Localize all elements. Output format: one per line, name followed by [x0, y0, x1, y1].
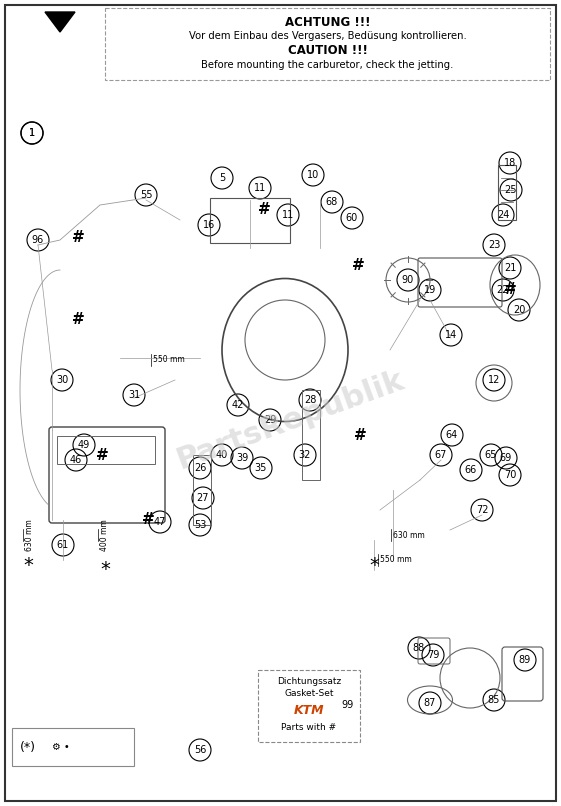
Text: 10: 10	[307, 170, 319, 180]
Text: 12: 12	[488, 375, 500, 385]
Text: #: #	[352, 257, 365, 272]
Text: 32: 32	[299, 450, 311, 460]
Text: 1: 1	[29, 128, 35, 138]
Text: 96: 96	[32, 235, 44, 245]
Text: 21: 21	[504, 263, 516, 273]
Text: 14: 14	[445, 330, 457, 340]
Text: 90: 90	[402, 275, 414, 285]
Text: 56: 56	[194, 745, 206, 755]
Text: 61: 61	[57, 540, 69, 550]
Text: *: *	[23, 555, 33, 575]
Text: #: #	[72, 231, 84, 246]
Bar	[302, 390, 320, 480]
Text: #: #	[141, 513, 154, 527]
Text: #: #	[504, 282, 516, 297]
Text: 85: 85	[488, 695, 500, 705]
Text: 18: 18	[504, 158, 516, 168]
Text: 99: 99	[342, 700, 354, 710]
Text: 40: 40	[216, 450, 228, 460]
Text: 630 mm: 630 mm	[25, 519, 34, 550]
Text: #: #	[353, 427, 366, 442]
Text: 35: 35	[255, 463, 267, 473]
Bar	[210, 198, 290, 243]
Text: Parts with #: Parts with #	[282, 722, 337, 732]
Text: KTM: KTM	[294, 704, 324, 717]
Text: 72: 72	[476, 505, 488, 515]
Text: 88: 88	[413, 643, 425, 653]
Text: 67: 67	[435, 450, 447, 460]
Bar	[57, 436, 155, 464]
Text: 68: 68	[326, 197, 338, 207]
Text: 16: 16	[203, 220, 215, 230]
Text: 65: 65	[485, 450, 497, 460]
Text: CAUTION !!!: CAUTION !!!	[288, 44, 367, 56]
Text: Dichtungssatz: Dichtungssatz	[277, 678, 341, 687]
Text: 69: 69	[500, 453, 512, 463]
Text: 55: 55	[140, 190, 152, 200]
Text: 79: 79	[427, 650, 439, 660]
Text: 89: 89	[519, 655, 531, 665]
Text: 550 mm: 550 mm	[153, 355, 185, 364]
Text: 46: 46	[70, 455, 82, 465]
Text: 11: 11	[254, 183, 266, 193]
Text: 550 mm: 550 mm	[380, 555, 412, 564]
Text: 5: 5	[219, 173, 225, 183]
Text: 19: 19	[424, 285, 436, 295]
Bar	[105, 8, 550, 80]
Bar	[258, 670, 360, 742]
Text: 26: 26	[194, 463, 206, 473]
Text: 39: 39	[236, 453, 248, 463]
Text: Before mounting the carburetor, check the jetting.: Before mounting the carburetor, check th…	[201, 60, 454, 70]
Text: 27: 27	[197, 493, 209, 503]
Text: 29: 29	[264, 415, 276, 425]
Bar	[12, 728, 134, 766]
Text: 630 mm: 630 mm	[393, 530, 425, 539]
Text: Gasket-Set: Gasket-Set	[284, 689, 334, 699]
Text: 25: 25	[505, 185, 517, 195]
Text: 1: 1	[29, 128, 35, 138]
Text: 31: 31	[128, 390, 140, 400]
Text: 400 mm: 400 mm	[100, 519, 109, 550]
Text: *: *	[369, 555, 379, 575]
Text: 20: 20	[513, 305, 525, 315]
Text: *: *	[100, 560, 110, 580]
Text: 22: 22	[496, 285, 509, 295]
Text: (*): (*)	[20, 741, 36, 754]
Text: PartsRepublik: PartsRepublik	[172, 365, 408, 475]
Text: ⚙ •: ⚙ •	[52, 742, 70, 752]
Text: 70: 70	[504, 470, 516, 480]
Text: #: #	[257, 202, 270, 218]
Text: #: #	[72, 313, 84, 327]
Text: 47: 47	[154, 517, 166, 527]
Text: 53: 53	[194, 520, 206, 530]
Polygon shape	[45, 12, 75, 32]
Text: 23: 23	[488, 240, 500, 250]
Text: 64: 64	[446, 430, 458, 440]
Text: 24: 24	[497, 210, 509, 220]
Text: 60: 60	[346, 213, 358, 223]
Text: #: #	[95, 447, 108, 463]
Text: Vor dem Einbau des Vergasers, Bedüsung kontrollieren.: Vor dem Einbau des Vergasers, Bedüsung k…	[188, 31, 466, 41]
Text: ACHTUNG !!!: ACHTUNG !!!	[285, 15, 370, 28]
Text: 42: 42	[232, 400, 244, 410]
Text: 49: 49	[78, 440, 90, 450]
Text: 30: 30	[56, 375, 68, 385]
Bar	[498, 165, 516, 220]
Text: 28: 28	[304, 395, 316, 405]
Bar	[193, 455, 211, 525]
Text: 11: 11	[282, 210, 294, 220]
Text: 87: 87	[424, 698, 436, 708]
Text: 66: 66	[465, 465, 477, 475]
